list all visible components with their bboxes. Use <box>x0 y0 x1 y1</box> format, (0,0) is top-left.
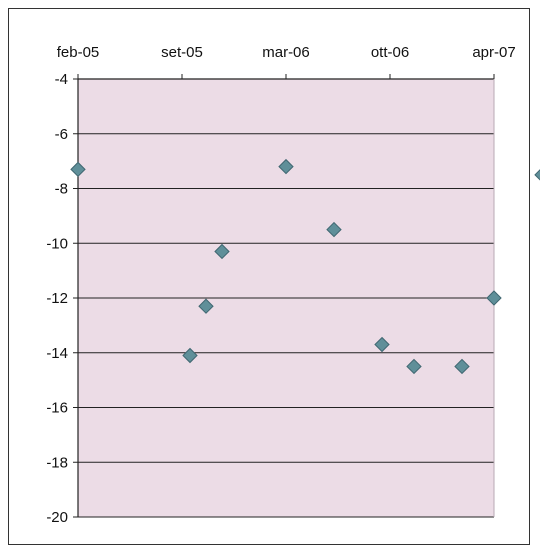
x-tick-label: feb-05 <box>57 44 100 61</box>
y-tick-label: -20 <box>46 509 68 526</box>
y-tick-label: -10 <box>46 235 68 252</box>
data-point <box>214 243 230 260</box>
data-point <box>454 358 470 375</box>
y-tick-label: -16 <box>46 400 68 417</box>
data-point <box>534 169 540 181</box>
x-tick-label: mar-06 <box>262 44 310 61</box>
x-tick-label: apr-07 <box>472 44 515 61</box>
y-tick-label: -14 <box>46 345 68 362</box>
y-tick-label: -6 <box>55 126 68 143</box>
x-tick-label: ott-06 <box>371 44 409 61</box>
data-point <box>70 161 86 178</box>
y-tick-label: -4 <box>55 71 68 88</box>
y-tick-label: -18 <box>46 454 68 471</box>
data-point <box>486 290 502 306</box>
data-point <box>182 347 198 364</box>
y-tick-label: -12 <box>46 290 68 307</box>
data-point <box>406 358 422 375</box>
y-tick-label: -8 <box>55 181 68 198</box>
x-tick-label: set-05 <box>161 44 203 61</box>
data-point <box>278 158 294 175</box>
data-point <box>374 336 390 353</box>
data-point <box>198 298 214 314</box>
data-point <box>326 221 342 238</box>
